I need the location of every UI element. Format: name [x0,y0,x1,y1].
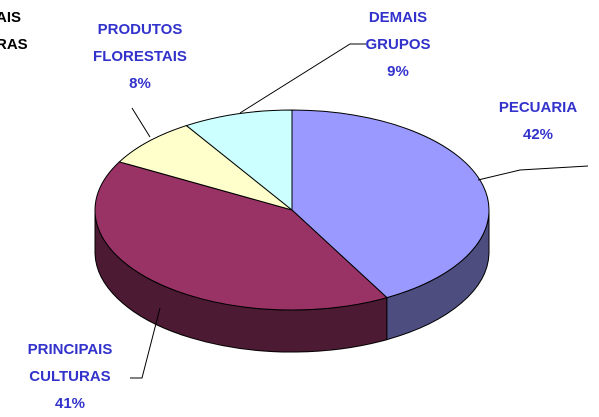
slice-label: PRODUTOS FLORESTAIS [93,21,187,65]
leader-line [477,165,589,181]
slice-value-label: 41% [54,395,86,412]
slice-value-label: 8% [129,75,151,92]
slice-value-label: 42% [522,126,554,143]
slice-label: PRINCIPAIS CULTURAS [27,341,113,385]
pie-slice [118,125,293,211]
leader-line [130,307,161,379]
cropped-legend-text: RAS [0,36,28,53]
leader-lines [130,43,589,379]
pie-slice [291,109,490,299]
slice-label: DEMAIS GRUPOS [365,9,431,53]
cropped-legend-text: AIS [0,9,22,26]
pie-slice [94,161,388,311]
pie-slice [185,109,293,212]
slice-value-label: 9% [387,63,409,80]
leader-line [239,43,366,114]
leader-line [131,107,151,138]
slice-label: PECUARIA [498,99,578,116]
